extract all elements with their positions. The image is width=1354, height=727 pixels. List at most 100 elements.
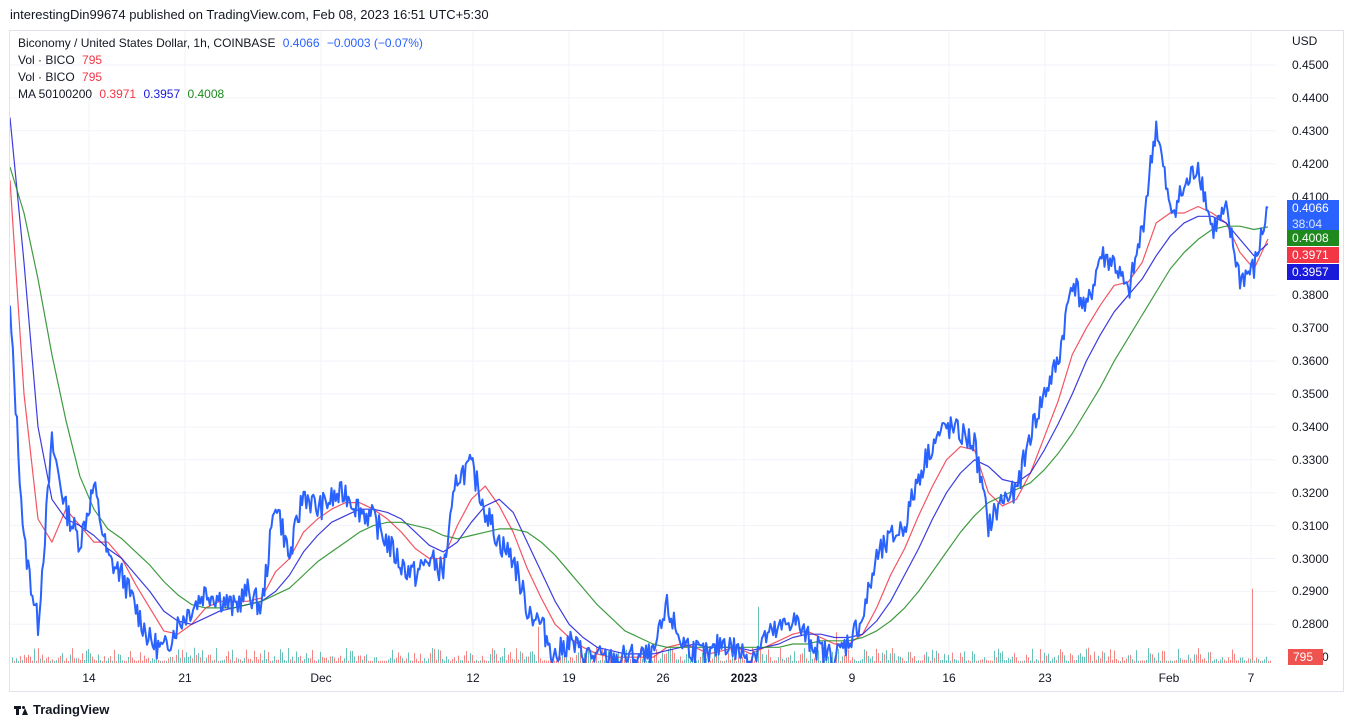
volume-bar bbox=[698, 659, 699, 663]
volume-bar bbox=[732, 655, 733, 663]
volume-bar bbox=[302, 660, 303, 663]
volume-bar bbox=[88, 648, 89, 663]
legend-ma-row[interactable]: MA 50100200 0.3971 0.3957 0.4008 bbox=[18, 86, 427, 103]
x-tick-label: 16 bbox=[942, 671, 956, 685]
ma50-tag: 0.3971 bbox=[1287, 247, 1339, 263]
volume-bar bbox=[522, 652, 523, 663]
volume-bar bbox=[1178, 648, 1179, 663]
volume-bar bbox=[1026, 654, 1027, 663]
volume-bar bbox=[1046, 655, 1047, 663]
volume-bar bbox=[680, 656, 681, 663]
legend-vol2-row[interactable]: Vol · BICO 795 bbox=[18, 69, 427, 86]
volume-bar bbox=[1268, 660, 1269, 663]
x-tick-label: 26 bbox=[656, 671, 670, 685]
ma100-value: 0.3957 bbox=[143, 87, 181, 101]
volume-bar bbox=[958, 660, 959, 663]
chart-frame[interactable] bbox=[9, 30, 1344, 692]
volume-bar bbox=[96, 660, 97, 663]
volume-bar bbox=[514, 659, 515, 663]
volume-bar bbox=[810, 650, 811, 663]
volume-bar bbox=[546, 660, 547, 663]
volume-bar bbox=[890, 653, 891, 663]
volume-bar bbox=[370, 660, 371, 663]
volume-bar bbox=[208, 654, 209, 663]
volume-bar bbox=[1130, 654, 1131, 663]
volume-bar bbox=[1170, 660, 1171, 663]
volume-bar bbox=[1148, 648, 1149, 663]
volume-bar bbox=[1226, 660, 1227, 663]
volume-bar bbox=[572, 657, 573, 663]
volume-bar bbox=[396, 657, 397, 663]
volume-bar bbox=[352, 650, 353, 663]
volume-bar bbox=[848, 649, 849, 663]
volume-bar bbox=[152, 658, 153, 663]
volume-bar bbox=[790, 655, 791, 663]
legend-vol1-row[interactable]: Vol · BICO 795 bbox=[18, 52, 427, 69]
volume-bar bbox=[62, 652, 63, 663]
tradingview-footer[interactable]: TradingView bbox=[14, 702, 109, 717]
volume-bar bbox=[526, 656, 527, 663]
volume-bar bbox=[466, 651, 467, 663]
volume-bar bbox=[234, 660, 235, 663]
volume-bar bbox=[310, 658, 311, 663]
volume-bar bbox=[648, 660, 649, 663]
volume-bar bbox=[966, 660, 967, 663]
volume-bar bbox=[418, 661, 419, 663]
volume-bar bbox=[286, 660, 287, 663]
volume-bar bbox=[908, 651, 909, 663]
volume-bar bbox=[22, 659, 23, 663]
volume-bar bbox=[1060, 649, 1061, 663]
volume-bar bbox=[1028, 657, 1029, 663]
volume-bar bbox=[1152, 654, 1153, 663]
volume-bar bbox=[1062, 651, 1063, 663]
volume-bar bbox=[818, 650, 819, 663]
volume-bar bbox=[1024, 660, 1025, 663]
volume-bar bbox=[1270, 660, 1271, 663]
volume-bar bbox=[130, 651, 131, 663]
volume-bar bbox=[318, 659, 319, 663]
volume-bar bbox=[682, 660, 683, 663]
volume-bar bbox=[570, 657, 571, 663]
volume-bar bbox=[42, 654, 43, 663]
volume-bar bbox=[462, 660, 463, 663]
volume-bar bbox=[264, 649, 265, 663]
volume-bar bbox=[68, 660, 69, 663]
volume-bar bbox=[52, 659, 53, 663]
volume-bar bbox=[240, 659, 241, 663]
volume-bar bbox=[272, 660, 273, 663]
volume-bar bbox=[114, 649, 115, 663]
volume-bar bbox=[942, 660, 943, 663]
volume-bar bbox=[1064, 655, 1065, 663]
volume-bar bbox=[874, 660, 875, 663]
volume-bar bbox=[38, 648, 39, 663]
x-tick-label: Dec bbox=[310, 671, 332, 685]
volume-bar bbox=[1104, 652, 1105, 663]
volume-bar bbox=[118, 654, 119, 663]
volume-bar bbox=[1106, 660, 1107, 663]
volume-bar bbox=[196, 655, 197, 663]
ma-label: MA 50100200 bbox=[18, 87, 93, 101]
volume-bar bbox=[730, 659, 731, 663]
volume-bar bbox=[1012, 656, 1013, 663]
volume-bar bbox=[652, 660, 653, 663]
currency-label[interactable]: USD bbox=[1292, 34, 1318, 48]
symbol-title[interactable]: Biconomy / United States Dollar, 1h, COI… bbox=[18, 36, 276, 50]
volume-bar bbox=[448, 659, 449, 663]
volume-bar bbox=[1090, 655, 1091, 663]
volume-bar bbox=[190, 655, 191, 663]
volume-bar bbox=[200, 657, 201, 663]
volume-bar bbox=[386, 660, 387, 663]
volume-bar bbox=[270, 660, 271, 663]
volume-bar bbox=[956, 659, 957, 663]
volume-bar bbox=[530, 651, 531, 663]
volume-bar bbox=[910, 652, 911, 663]
volume-bar bbox=[188, 656, 189, 663]
volume-bar bbox=[684, 659, 685, 663]
volume-bar bbox=[548, 660, 549, 663]
volume-bar bbox=[358, 655, 359, 663]
volume-bar bbox=[438, 649, 439, 663]
volume-bar bbox=[1010, 659, 1011, 663]
volume-bar bbox=[278, 659, 279, 663]
volume-bar bbox=[444, 660, 445, 663]
